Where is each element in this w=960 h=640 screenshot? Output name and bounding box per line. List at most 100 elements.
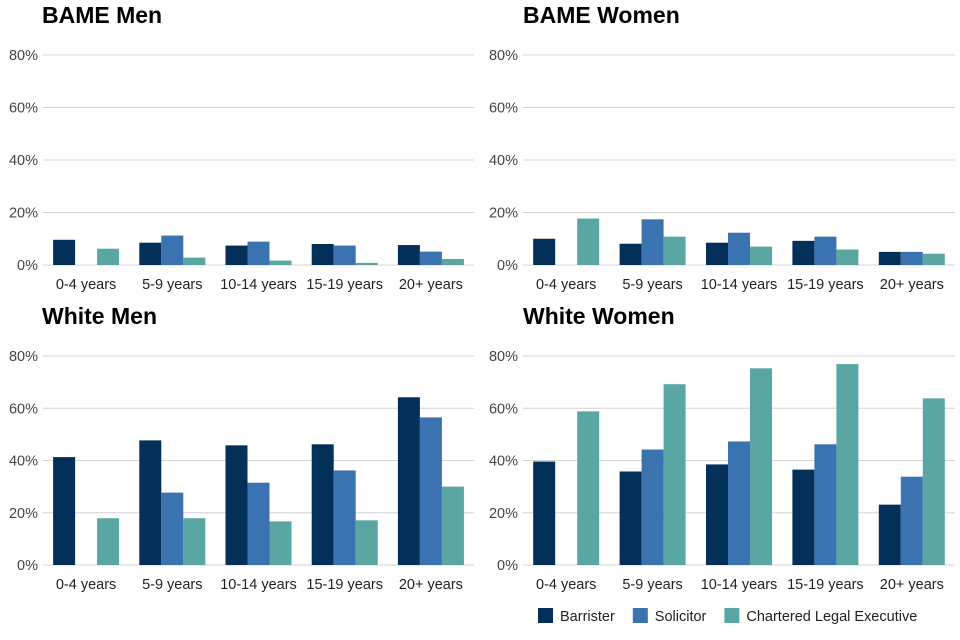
x-tick-label: 15-19 years [787, 277, 864, 293]
x-tick-label: 20+ years [399, 577, 463, 593]
x-tick-label: 15-19 years [306, 577, 383, 593]
chart-legend: Barrister Solicitor Chartered Legal Execut… [538, 608, 917, 625]
y-tick-label: 40% [489, 454, 518, 470]
panel-bame-men: BAME Men 0% 20% 40% 60% 80% 0-4 years 5-9 years… [9, 2, 474, 293]
bar-solicitor-5-9-years [161, 492, 184, 565]
x-tick-label: 0-4 years [56, 577, 116, 593]
x-tick-label: 0-4 years [56, 277, 116, 293]
bar-barrister-5-9-years [139, 242, 162, 265]
bar-barrister-20-years [397, 397, 420, 565]
x-tick-label: 20+ years [880, 277, 944, 293]
bar-chartered-legal-executive-0-4-years [577, 411, 600, 565]
y-tick-label: 60% [489, 101, 518, 117]
x-tick-label: 20+ years [399, 277, 463, 293]
bar-solicitor-15-19-years [333, 245, 356, 265]
bar-barrister-5-9-years [139, 440, 162, 565]
bar-barrister-5-9-years [619, 243, 642, 265]
y-tick-label: 20% [489, 506, 518, 522]
bar-chartered-legal-executive-10-14-years [750, 246, 772, 265]
y-tick-label: 60% [9, 101, 38, 117]
bar-chartered-legal-executive-15-19-years [355, 520, 378, 565]
bar-chartered-legal-executive-5-9-years [183, 257, 206, 265]
bar-barrister-0-4-years [53, 457, 76, 565]
legend-item-solicitor: Solicitor [632, 608, 707, 625]
bar-chartered-legal-executive-5-9-years [663, 384, 686, 565]
y-tick-label: 40% [489, 153, 518, 169]
bar-chartered-legal-executive-10-14-years [750, 368, 772, 565]
x-tick-label: 5-9 years [142, 577, 202, 593]
bar-barrister-15-19-years [792, 240, 815, 265]
y-tick-label: 0% [17, 258, 38, 274]
bar-barrister-20-years [878, 504, 901, 565]
bar-chartered-legal-executive-20-years [922, 253, 945, 265]
x-tick-label: 5-9 years [622, 277, 682, 293]
bar-chartered-legal-executive-20-years [922, 398, 945, 565]
legend-swatch [632, 608, 648, 623]
bar-barrister-10-14-years [225, 245, 248, 265]
legend-label: Chartered Legal Executive [746, 609, 917, 625]
bar-solicitor-10-14-years [247, 482, 270, 565]
y-tick-label: 40% [9, 153, 38, 169]
x-tick-label: 5-9 years [622, 577, 682, 593]
bar-chartered-legal-executive-15-19-years [836, 364, 859, 565]
bar-chartered-legal-executive-5-9-years [663, 236, 686, 265]
panel-title-bame-men: BAME Men [42, 2, 162, 28]
y-tick-label: 80% [489, 48, 518, 64]
bar-solicitor-15-19-years [814, 444, 837, 565]
bar-solicitor-5-9-years [641, 449, 664, 565]
bar-barrister-10-14-years [225, 445, 248, 565]
y-tick-label: 60% [9, 401, 38, 417]
panel-white-women: White Women 0% 20% 40% 60% 80% 0-4 years 5-9 ye… [489, 303, 955, 593]
legend-swatch [538, 608, 553, 623]
bar-solicitor-5-9-years [641, 219, 664, 265]
bar-barrister-15-19-years [311, 244, 334, 265]
y-tick-label: 0% [497, 258, 518, 274]
panel-title-white-women: White Women [523, 303, 675, 329]
bar-chartered-legal-executive-15-19-years [355, 262, 378, 265]
bar-chartered-legal-executive-20-years [441, 258, 464, 265]
y-tick-label: 20% [9, 206, 38, 222]
x-tick-label: 0-4 years [536, 277, 596, 293]
x-tick-label: 15-19 years [306, 277, 383, 293]
y-tick-label: 60% [489, 401, 518, 417]
bar-solicitor-10-14-years [728, 441, 750, 565]
bar-barrister-10-14-years [706, 464, 728, 565]
legend-swatch [724, 608, 740, 623]
y-tick-label: 80% [9, 48, 38, 64]
bar-chartered-legal-executive-5-9-years [183, 518, 206, 565]
bar-chartered-legal-executive-20-years [441, 486, 464, 565]
x-tick-label: 10-14 years [701, 277, 778, 293]
panel-white-men: White Men 0% 20% 40% 60% 80% 0-4 years 5-9 year… [9, 303, 474, 593]
x-tick-label: 10-14 years [220, 577, 297, 593]
x-tick-label: 10-14 years [701, 577, 778, 593]
bar-barrister-20-years [397, 245, 420, 265]
legend-label: Solicitor [655, 609, 707, 625]
bar-barrister-15-19-years [792, 469, 815, 565]
legend-label: Barrister [560, 609, 615, 625]
bar-chartered-legal-executive-10-14-years [269, 260, 292, 265]
bar-solicitor-15-19-years [333, 470, 356, 565]
bar-solicitor-20-years [419, 417, 442, 565]
x-tick-label: 0-4 years [536, 577, 596, 593]
bar-chartered-legal-executive-0-4-years [97, 248, 120, 265]
bar-barrister-10-14-years [706, 242, 728, 265]
panel-title-white-men: White Men [42, 303, 157, 329]
bar-chartered-legal-executive-15-19-years [836, 249, 859, 265]
bar-barrister-15-19-years [311, 444, 334, 565]
legend-item-chartered-legal-executive: Chartered Legal Executive [724, 608, 917, 625]
y-tick-label: 20% [9, 506, 38, 522]
panel-bame-women: BAME Women 0% 20% 40% 60% 80% 0-4 years 5-9 yea… [489, 2, 955, 293]
bar-solicitor-20-years [900, 251, 923, 265]
bar-barrister-0-4-years [53, 239, 76, 265]
bar-solicitor-5-9-years [161, 235, 184, 265]
x-tick-label: 10-14 years [220, 277, 297, 293]
bar-barrister-20-years [878, 251, 901, 265]
bar-chartered-legal-executive-0-4-years [577, 218, 600, 265]
bar-chartered-legal-executive-0-4-years [97, 518, 120, 565]
bar-barrister-0-4-years [533, 461, 556, 565]
panel-title-bame-women: BAME Women [523, 2, 680, 28]
bar-chartered-legal-executive-10-14-years [269, 521, 292, 565]
y-tick-label: 80% [489, 349, 518, 365]
legend-item-barrister: Barrister [538, 608, 615, 625]
